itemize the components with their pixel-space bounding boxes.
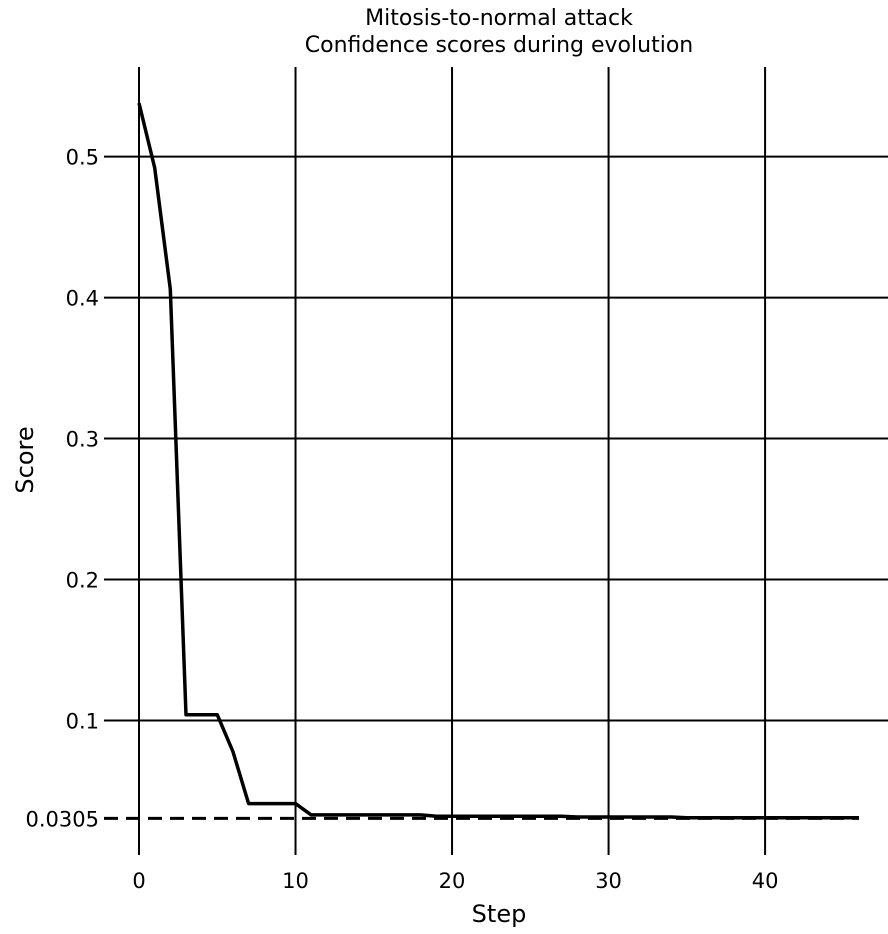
series-group [137,102,859,820]
chart-title: Mitosis-to-normal attack [365,6,633,31]
x-tick-label: 30 [595,869,622,893]
y-axis-label: Score [11,426,39,493]
x-tick-label: 0 [132,869,145,893]
chart-subtitle: Confidence scores during evolution [305,33,693,58]
x-tick-labels: 0 10 20 30 40 [132,869,778,893]
y-tick-label: 0.5 [66,146,99,170]
x-tick-label: 20 [439,869,466,893]
x-axis-label: Step [472,900,527,928]
y-tick-label: 0.2 [66,569,99,593]
x-tick-label: 40 [752,869,779,893]
y-tick-label: 0.4 [66,287,99,311]
series-line [137,102,859,820]
x-tick-label: 10 [282,869,309,893]
y-tick-labels: 0.0305 0.1 0.2 0.3 0.4 0.5 [26,146,99,832]
y-tick-label: 0.3 [66,428,99,452]
y-tick-label: 0.0305 [26,807,99,831]
grid-lines [104,67,888,855]
y-tick-label: 0.1 [66,709,99,733]
